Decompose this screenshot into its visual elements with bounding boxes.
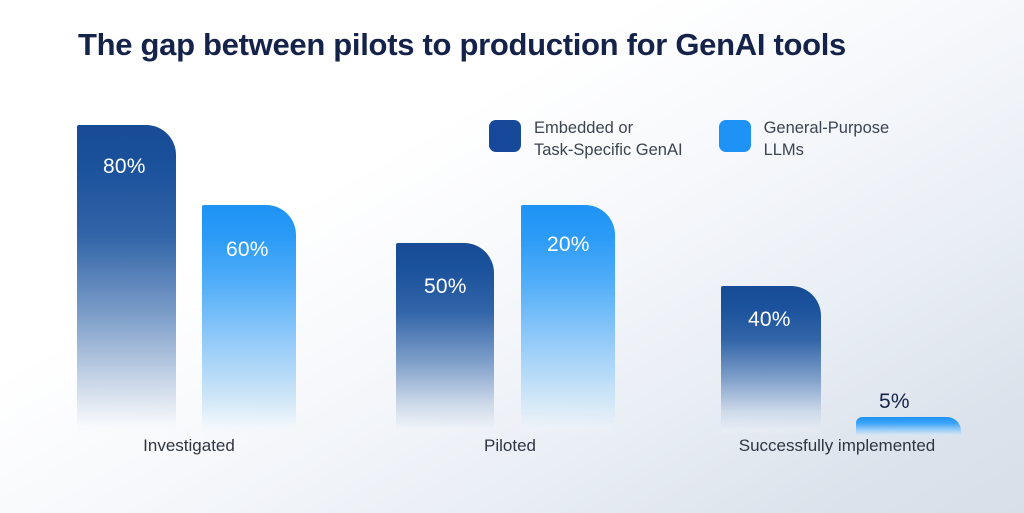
bar-investigated-embedded <box>77 125 176 435</box>
legend-item-label: Embedded or Task-Specific GenAI <box>534 119 683 159</box>
bar-implemented-embedded <box>721 286 821 435</box>
bar-investigated-llm <box>202 205 296 435</box>
bar-implemented-llm <box>856 417 961 437</box>
bar-investigated-llm-value: 60% <box>226 238 269 261</box>
bar-piloted-llm <box>521 205 615 435</box>
category-label-implemented: Successfully implemented <box>738 436 936 455</box>
chart-legend: Embedded or Task-Specific GenAI General-… <box>489 118 889 162</box>
legend-swatch-dark-icon <box>489 120 521 152</box>
category-label-investigated: Investigated <box>143 436 235 455</box>
legend-item-general-purpose: General-Purpose LLMs <box>718 118 890 162</box>
bar-implemented-embedded-value: 40% <box>748 308 791 331</box>
bar-piloted-llm-value: 20% <box>547 233 590 256</box>
legend-item-embedded: Embedded or Task-Specific GenAI <box>489 118 683 162</box>
bar-piloted-embedded-value: 50% <box>424 275 467 298</box>
legend-swatch-light-icon <box>718 120 751 152</box>
bar-investigated-embedded-value: 80% <box>103 155 146 178</box>
legend-item-label: General-Purpose LLMs <box>763 119 890 159</box>
bar-implemented-llm-value: 5% <box>879 390 910 413</box>
category-label-piloted: Piloted <box>484 436 536 455</box>
bar-piloted-embedded <box>396 243 494 435</box>
page-title: The gap between pilots to production for… <box>78 27 846 62</box>
